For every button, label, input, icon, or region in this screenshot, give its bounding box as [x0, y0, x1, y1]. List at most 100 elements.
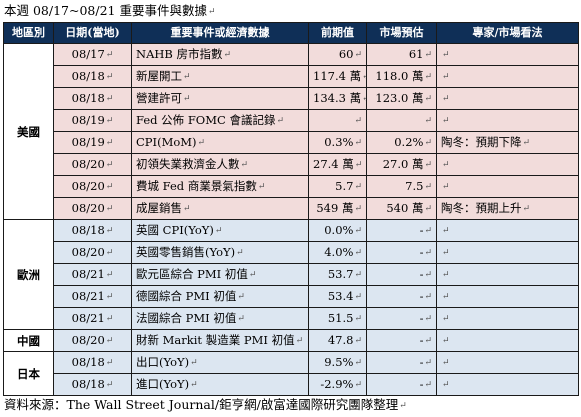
forecast-value-cell: 27.0 萬↵ — [366, 153, 437, 176]
forecast-value-cell: -↵ — [366, 351, 437, 374]
forecast-value-cell-text: 0.2% — [394, 135, 424, 149]
paragraph-mark-icon: ↵ — [105, 314, 114, 324]
date-cell-text: 08/18 — [71, 377, 105, 391]
paragraph-mark-icon: ↵ — [424, 226, 432, 236]
event-cell: 英國零售銷售(YoY)↵ — [131, 241, 309, 264]
forecast-value-cell-text: - — [419, 355, 424, 369]
date-cell: 08/20↵ — [53, 153, 132, 176]
date-cell-text: 08/20 — [71, 179, 105, 193]
paragraph-mark-icon: ↵ — [105, 248, 114, 258]
opinion-cell: ↵ — [436, 285, 579, 308]
date-cell-text: 08/19 — [71, 113, 105, 127]
events-table: 地區別 日期(當地) 重要事件或經濟數據 前期值 市場預估 專家/市場看法 美國… — [3, 22, 579, 396]
paragraph-mark-icon: ↵ — [237, 314, 245, 324]
date-cell: 08/18↵ — [53, 219, 132, 242]
table-row: 美國 08/17↵ NAHB 房市指數↵ 60↵ 61↵ ↵ — [3, 43, 579, 220]
forecast-value-cell-text: - — [419, 245, 424, 259]
paragraph-mark-icon: ↵ — [442, 226, 450, 236]
date-cell-text: 08/21 — [71, 311, 105, 325]
event-cell-text: 新屋開工 — [136, 69, 182, 83]
date-cell: 08/19↵ — [53, 131, 132, 154]
previous-value-cell-text: 0.0% — [324, 223, 354, 237]
previous-value-cell: 53.4↵ — [308, 285, 367, 308]
forecast-value-cell: -↵ — [366, 285, 437, 308]
previous-value-cell: 117.4 萬↵ — [308, 65, 367, 88]
date-cell-text: 08/18 — [71, 355, 105, 369]
paragraph-mark-icon: ↵ — [424, 160, 432, 170]
paragraph-mark-icon: ↵ — [442, 182, 450, 192]
paragraph-mark-icon: ↵ — [522, 138, 531, 148]
previous-value-cell: 5.7↵ — [308, 175, 367, 198]
forecast-value-cell-text: 27.0 萬 — [382, 157, 424, 171]
paragraph-mark-icon: ↵ — [105, 182, 114, 192]
region-cell: 美國 — [3, 43, 54, 220]
date-cell-text: 08/19 — [71, 135, 105, 149]
paragraph-mark-icon: ↵ — [424, 292, 432, 302]
event-cell-text: 進口(YoY) — [136, 377, 190, 391]
date-cell: 08/21↵ — [53, 285, 132, 308]
date-cell-text: 08/20 — [71, 201, 105, 215]
date-cell-text: 08/18 — [71, 69, 105, 83]
previous-value-cell: 60↵ — [308, 43, 367, 66]
table-row: 歐洲 08/18↵ 英國 CPI(YoY)↵ 0.0%↵ -↵ ↵ — [3, 219, 579, 330]
table-row: 08/21↵ 歐元區綜合 PMI 初值↵ 53.7↵ -↵ ↵ — [4, 263, 579, 286]
paragraph-mark-icon: ↵ — [442, 270, 450, 280]
forecast-value-cell: 540 萬↵ — [366, 197, 437, 220]
previous-value-cell-text: 5.7 — [335, 179, 354, 193]
opinion-cell: ↵ — [436, 241, 579, 264]
paragraph-mark-icon: ↵ — [223, 50, 232, 60]
opinion-cell: ↵ — [436, 329, 579, 352]
forecast-value-cell: 0.2%↵ — [366, 131, 437, 154]
opinion-cell: ↵ — [436, 351, 579, 374]
forecast-value-cell-text: - — [419, 377, 424, 391]
previous-value-cell: 4.0%↵ — [308, 241, 367, 264]
forecast-value-cell: ↵ — [366, 109, 437, 132]
paragraph-mark-icon: ↵ — [105, 50, 114, 60]
previous-value-cell-text: 549 萬 — [316, 201, 354, 215]
date-cell-text: 08/20 — [71, 245, 105, 259]
date-cell: 08/20↵ — [53, 241, 132, 264]
table-row: 08/19↵ Fed 公佈 FOMC 會議記錄↵ ↵ ↵ ↵ — [4, 109, 579, 132]
event-cell: NAHB 房市指數↵ — [131, 43, 309, 66]
date-cell-text: 08/20 — [71, 157, 105, 171]
paragraph-mark-icon: ↵ — [105, 226, 114, 236]
paragraph-mark-icon: ↵ — [522, 204, 531, 214]
source-note: 資料來源：The Wall Street Journal/鉅亨網/啟富達國際研究… — [4, 397, 407, 412]
paragraph-mark-icon: ↵ — [354, 358, 362, 368]
date-cell: 08/17↵ — [53, 43, 132, 66]
paragraph-mark-icon: ↵ — [197, 138, 206, 148]
event-cell: Fed 公佈 FOMC 會議記錄↵ — [131, 109, 309, 132]
forecast-value-cell-text: 123.0 萬 — [375, 91, 424, 105]
paragraph-mark-icon: ↵ — [105, 380, 114, 390]
header-opinion: 專家/市場看法 — [436, 22, 579, 44]
date-cell: 08/20↵ — [53, 329, 132, 352]
opinion-cell: ↵ — [436, 109, 579, 132]
previous-value-cell-text: 0.3% — [324, 135, 354, 149]
paragraph-mark-icon: ↵ — [354, 204, 362, 214]
opinion-cell: ↵ — [436, 373, 579, 396]
paragraph-mark-icon: ↵ — [354, 248, 362, 258]
date-cell: 08/18↵ — [53, 351, 132, 374]
date-cell: 08/20↵ — [53, 197, 132, 220]
table-row: 08/18↵ 進口(YoY)↵ -2.9%↵ -↵ ↵ — [4, 373, 579, 396]
table-body: 美國 08/17↵ NAHB 房市指數↵ 60↵ 61↵ ↵ 08/18↵ 新屋開工↵ 117.… — [3, 43, 579, 396]
previous-value-cell-text: 60 — [338, 47, 354, 61]
paragraph-mark-icon: ↵ — [257, 182, 266, 192]
event-cell-text: 德國綜合 PMI 初值 — [136, 289, 237, 303]
paragraph-mark-icon: ↵ — [424, 336, 432, 346]
event-cell: 營建許可↵ — [131, 87, 309, 110]
opinion-cell-text: 陶冬：預期上升 — [441, 201, 522, 215]
event-cell: 英國 CPI(YoY)↵ — [131, 219, 309, 242]
paragraph-mark-icon: ↵ — [362, 72, 365, 82]
paragraph-mark-icon: ↵ — [237, 292, 245, 302]
paragraph-mark-icon: ↵ — [105, 116, 114, 126]
table-row: 08/20↵ 英國零售銷售(YoY)↵ 4.0%↵ -↵ ↵ — [4, 241, 579, 264]
header-forecast: 市場預估 — [366, 22, 437, 44]
event-cell-text: 法國綜合 PMI 初值 — [136, 311, 237, 325]
table-row: 08/21↵ 德國綜合 PMI 初值↵ 53.4↵ -↵ ↵ — [4, 285, 579, 308]
paragraph-mark-icon: ↵ — [442, 358, 450, 368]
forecast-value-cell: 118.0 萬↵ — [366, 65, 437, 88]
event-cell-text: 英國 CPI(YoY) — [136, 223, 214, 237]
event-cell-text: Fed 公佈 FOMC 會議記錄 — [136, 113, 276, 127]
opinion-cell: ↵ — [436, 87, 579, 110]
